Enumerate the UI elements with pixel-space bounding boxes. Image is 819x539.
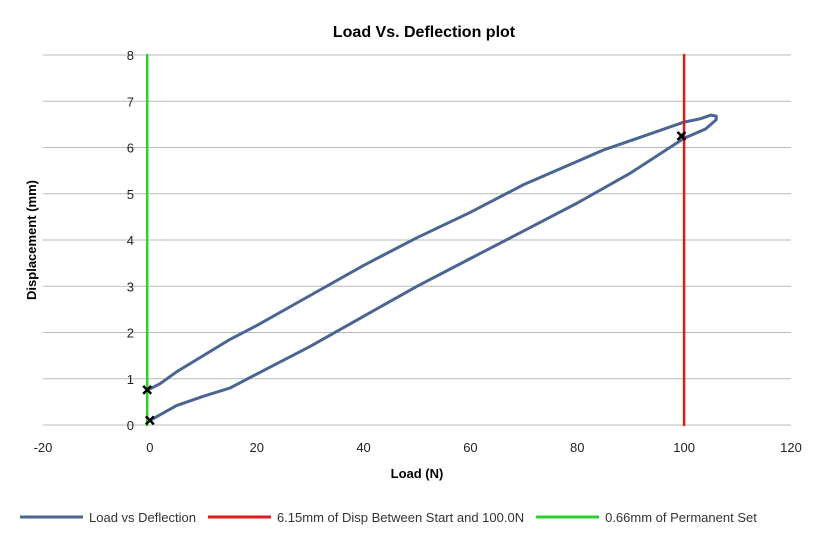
x-tick-label: 40	[356, 440, 370, 455]
y-tick-labels: 0 1 2 3 4 5 6 7 8	[127, 48, 134, 433]
x-tick-label: 20	[249, 440, 263, 455]
markers-group	[142, 131, 687, 426]
y-tick-label: 7	[127, 94, 134, 109]
x-tick-label: 0	[146, 440, 153, 455]
x-tick-label: 80	[570, 440, 584, 455]
y-tick-label: 5	[127, 187, 134, 202]
x-tick-label: 100	[673, 440, 695, 455]
y-tick-label: 4	[127, 233, 134, 248]
legend: Load vs Deflection 6.15mm of Disp Between…	[20, 510, 757, 525]
y-axis-title: Displacement (mm)	[24, 180, 39, 300]
marker-x	[144, 415, 155, 426]
x-tick-label: 120	[780, 440, 802, 455]
x-tick-labels: -20 0 20 40 60 80 100 120	[34, 440, 802, 455]
y-tick-label: 1	[127, 372, 134, 387]
legend-label: 0.66mm of Permanent Set	[605, 510, 757, 525]
y-tick-label: 0	[127, 418, 134, 433]
gridlines	[43, 54, 791, 426]
marker-x	[142, 384, 153, 395]
y-tick-label: 6	[127, 141, 134, 156]
legend-label: 6.15mm of Disp Between Start and 100.0N	[277, 510, 524, 525]
marker-x	[676, 131, 687, 141]
series-line	[148, 113, 718, 422]
y-tick-label: 2	[127, 326, 134, 341]
legend-label: Load vs Deflection	[89, 510, 196, 525]
x-axis-title: Load (N)	[391, 466, 444, 481]
x-tick-label: -20	[34, 440, 53, 455]
chart-title: Load Vs. Deflection plot	[333, 24, 516, 41]
series-group	[145, 53, 718, 427]
y-tick-label: 8	[127, 48, 134, 63]
x-tick-label: 60	[463, 440, 477, 455]
y-tick-label: 3	[127, 279, 134, 294]
